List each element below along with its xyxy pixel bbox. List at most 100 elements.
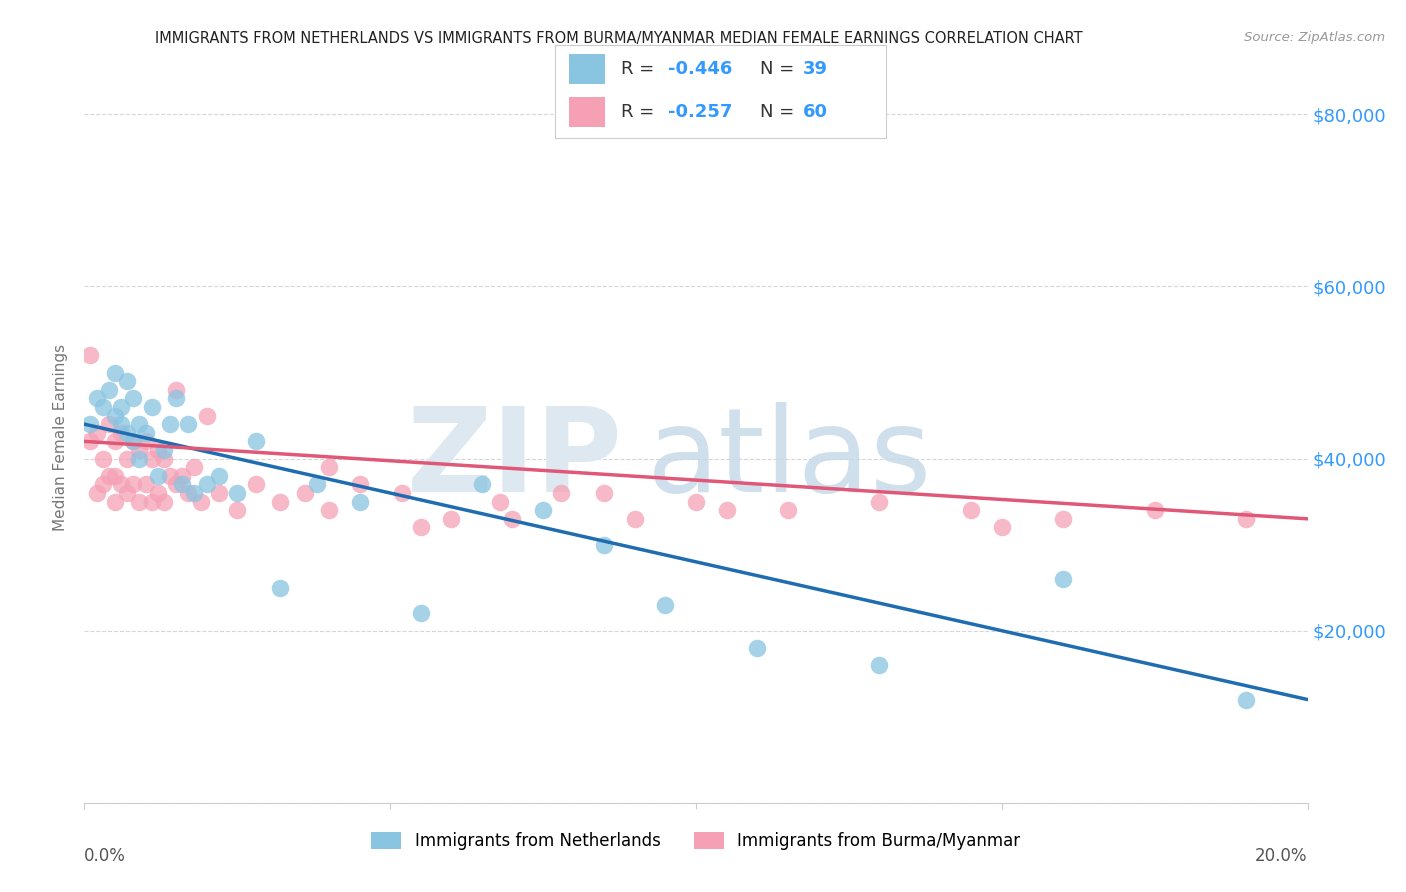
Point (104, 409, 127, 423)
Point (97, 468, 120, 483)
Point (115, 425, 138, 440)
Point (1236, 692, 1258, 706)
Point (159, 417, 181, 432)
Point (208, 468, 231, 483)
Point (991, 520, 1014, 534)
Point (104, 468, 127, 483)
Point (305, 477, 328, 491)
Point (960, 503, 983, 517)
Text: 60: 60 (803, 103, 828, 121)
Point (110, 400, 132, 414)
Point (128, 442, 150, 457)
Point (409, 520, 432, 534)
Point (146, 468, 169, 483)
Point (104, 494, 127, 508)
Point (115, 451, 138, 466)
Point (86, 486, 108, 500)
Point (195, 409, 218, 423)
Point (110, 417, 132, 432)
Point (104, 366, 127, 380)
Point (97, 417, 120, 432)
Point (208, 486, 231, 500)
Point (440, 512, 463, 526)
Point (122, 477, 145, 491)
Point (869, 658, 891, 673)
Point (1052, 512, 1074, 526)
Text: ZIP: ZIP (406, 401, 623, 516)
Point (172, 477, 194, 491)
Point (165, 383, 187, 397)
Point (177, 417, 200, 432)
Point (349, 477, 371, 491)
Point (153, 451, 176, 466)
Point (177, 486, 200, 500)
Point (776, 503, 799, 517)
Text: Source: ZipAtlas.com: Source: ZipAtlas.com (1244, 31, 1385, 45)
Point (294, 486, 316, 500)
Text: -0.446: -0.446 (668, 60, 733, 78)
Point (269, 581, 291, 595)
Point (165, 477, 187, 491)
Text: R =: R = (621, 103, 661, 121)
Point (502, 512, 524, 526)
Point (226, 486, 249, 500)
Point (195, 477, 218, 491)
Point (79, 348, 101, 362)
Point (471, 477, 494, 491)
Text: R =: R = (621, 60, 661, 78)
Point (141, 451, 163, 466)
Point (1143, 503, 1166, 517)
Point (318, 460, 340, 475)
Point (550, 486, 572, 500)
Point (172, 468, 194, 483)
Point (91, 451, 114, 466)
Point (183, 486, 205, 500)
Point (128, 494, 150, 508)
Point (409, 607, 432, 621)
Point (869, 494, 891, 508)
Point (245, 434, 267, 449)
Bar (568, 54, 605, 84)
Text: 20.0%: 20.0% (1256, 847, 1308, 864)
Point (1052, 572, 1074, 586)
Point (110, 477, 132, 491)
Point (624, 512, 647, 526)
Point (226, 503, 249, 517)
Point (135, 434, 157, 449)
Point (269, 494, 291, 508)
Point (86, 425, 108, 440)
Point (593, 538, 616, 552)
Y-axis label: Median Female Earnings: Median Female Earnings (53, 343, 69, 531)
Point (245, 477, 267, 491)
Point (489, 494, 512, 508)
Point (122, 392, 145, 406)
Point (716, 503, 738, 517)
Point (135, 477, 157, 491)
Point (747, 640, 769, 655)
Point (141, 400, 163, 414)
Point (654, 598, 676, 612)
Point (183, 460, 205, 475)
Text: atlas: atlas (647, 401, 932, 516)
Text: 0.0%: 0.0% (84, 847, 127, 864)
Point (91, 477, 114, 491)
Point (91, 400, 114, 414)
Point (685, 494, 707, 508)
Point (153, 494, 176, 508)
Point (122, 434, 145, 449)
Point (79, 417, 101, 432)
Point (165, 392, 187, 406)
Point (391, 486, 413, 500)
Point (531, 503, 554, 517)
Point (86, 392, 108, 406)
Point (128, 417, 150, 432)
Bar (568, 97, 605, 127)
Point (122, 434, 145, 449)
Point (1236, 512, 1258, 526)
Point (115, 374, 138, 388)
Point (190, 494, 212, 508)
Point (146, 486, 169, 500)
Point (349, 494, 371, 508)
Point (153, 442, 176, 457)
Text: IMMIGRANTS FROM NETHERLANDS VS IMMIGRANTS FROM BURMA/MYANMAR MEDIAN FEMALE EARNI: IMMIGRANTS FROM NETHERLANDS VS IMMIGRANT… (155, 31, 1083, 46)
